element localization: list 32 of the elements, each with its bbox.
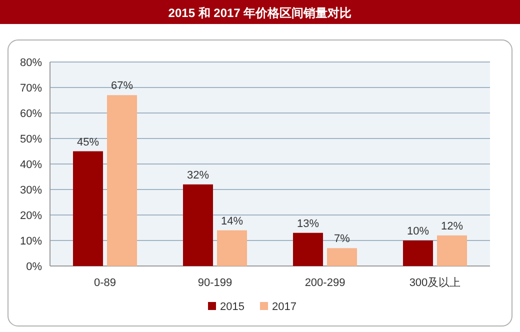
data-label: 10% (406, 226, 430, 238)
x-tick-label: 90-199 (198, 277, 232, 289)
data-label: 45% (76, 136, 100, 148)
bar (107, 95, 137, 266)
y-tick-label: 30% (20, 184, 42, 196)
y-tick-label: 70% (20, 82, 42, 94)
y-tick-label: 0% (26, 261, 42, 273)
bar (327, 248, 357, 266)
y-tick-label: 60% (20, 108, 42, 120)
legend-label: 2015 (220, 301, 244, 313)
y-tick-label: 20% (20, 210, 42, 222)
data-label: 14% (220, 215, 244, 228)
y-tick-label: 10% (20, 236, 42, 248)
chart-title: 2015 和 2017 年价格区间销量对比 (168, 6, 352, 20)
bar (437, 235, 467, 266)
bar (73, 151, 103, 266)
data-label: 7% (334, 233, 350, 246)
bar (293, 232, 323, 266)
legend-label: 2017 (272, 301, 296, 313)
y-tick-label: 40% (20, 159, 42, 171)
data-label: 13% (296, 218, 320, 230)
y-tick-label: 50% (20, 134, 42, 146)
x-tick-label: 200-299 (304, 277, 346, 289)
bar (403, 240, 433, 266)
x-tick-label: 300及以上 (409, 276, 461, 289)
data-label: 12% (440, 220, 464, 232)
bar (217, 230, 247, 266)
data-label: 67% (110, 80, 134, 92)
bar (183, 184, 213, 266)
y-tick-label: 80% (20, 57, 42, 69)
x-tick-label: 0-89 (94, 277, 116, 289)
data-label: 32% (186, 169, 210, 182)
